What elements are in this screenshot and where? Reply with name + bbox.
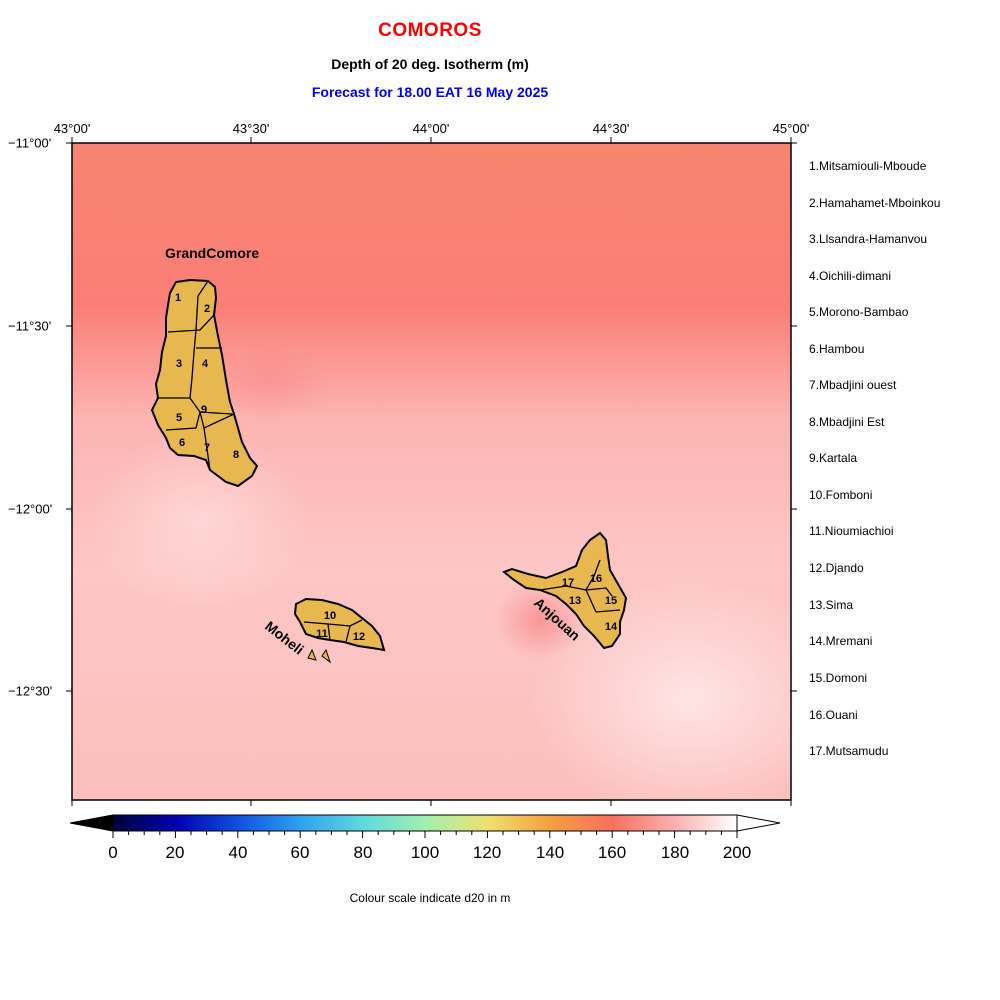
legend-item-12: 12.Djando: [809, 561, 864, 575]
colorbar-caption: Colour scale indicate d20 in m: [349, 891, 511, 905]
legend-item-14: 14.Mremani: [809, 634, 873, 648]
colorbar-tick-20: 20: [165, 843, 185, 862]
legend-item-8: 8.Mbadjini Est: [809, 415, 885, 429]
legend-item-3: 3.Llsandra-Hamanvou: [809, 232, 928, 246]
region-number-9: 9: [201, 404, 207, 416]
sea-field: [72, 143, 791, 800]
colorbar-tick-0: 0: [108, 843, 118, 862]
moheli-island: [293, 597, 386, 664]
lat-label-11-00: −11°00': [8, 135, 52, 151]
colorbar-tick-180: 180: [660, 843, 690, 862]
colorbar: [69, 814, 781, 838]
region-number-12: 12: [353, 631, 365, 643]
region-number-15: 15: [605, 595, 617, 607]
grand-comore-island: [150, 278, 259, 488]
anjouan-island: [502, 531, 628, 650]
colorbar-tick-100: 100: [410, 843, 440, 862]
lon-label-45-00: 45°00': [772, 121, 810, 136]
colorbar-tick-60: 60: [290, 843, 310, 862]
colorbar-tick-120: 120: [472, 843, 502, 862]
legend-item-9: 9.Kartala: [809, 451, 858, 465]
legend-item-5: 5.Morono-Bambao: [809, 305, 909, 319]
lon-label-44-30: 44°30': [592, 121, 630, 136]
legend-item-10: 10.Fomboni: [809, 488, 873, 502]
colorbar-tick-40: 40: [228, 843, 248, 862]
lon-label-43-30: 43°30': [232, 121, 270, 136]
region-number-14: 14: [605, 621, 618, 633]
legend-item-1: 1.Mitsamiouli-Mboude: [809, 159, 927, 173]
region-number-8: 8: [233, 449, 239, 461]
region-number-7: 7: [204, 442, 210, 454]
region-number-1: 1: [175, 292, 181, 304]
legend-item-7: 7.Mbadjini ouest: [809, 378, 897, 392]
colorbar-tick-140: 140: [535, 843, 565, 862]
region-number-2: 2: [204, 303, 210, 315]
region-number-11: 11: [316, 628, 328, 640]
map-title: COMOROS: [378, 20, 482, 41]
lat-label-11-30: −11°30': [8, 318, 52, 334]
lon-label-43-00: 43°00': [53, 121, 91, 136]
legend-item-17: 17.Mutsamudu: [809, 744, 889, 758]
lat-label-12-30: −12°30': [8, 683, 53, 699]
region-number-5: 5: [176, 412, 182, 424]
region-number-3: 3: [176, 358, 182, 370]
legend-item-6: 6.Hambou: [809, 342, 865, 356]
grand-comore-label: GrandComore: [165, 245, 259, 261]
region-numbers: 1 2 3 4 5 6 7 8 9 10 11 12 13 14 15 16 1…: [175, 292, 618, 643]
colorbar-tick-80: 80: [353, 843, 373, 862]
region-number-6: 6: [179, 437, 185, 449]
legend-item-4: 4.Oichili-dimani: [809, 269, 892, 283]
legend-item-2: 2.Hamahamet-Mboinkou: [809, 196, 941, 210]
region-number-17: 17: [562, 577, 574, 589]
region-number-16: 16: [590, 573, 602, 585]
region-number-4: 4: [202, 358, 209, 370]
region-number-13: 13: [569, 595, 581, 607]
forecast-time: Forecast for 18.00 EAT 16 May 2025: [311, 84, 549, 100]
axis-ticks: [66, 137, 797, 806]
colorbar-tick-160: 160: [597, 843, 627, 862]
lon-label-44-00: 44°00': [412, 121, 450, 136]
lat-label-12-00: −12°00': [8, 501, 53, 517]
legend-item-13: 13.Sima: [809, 598, 854, 612]
legend-item-11: 11.Nioumiachioi: [809, 524, 894, 538]
map-subtitle: Depth of 20 deg. Isotherm (m): [331, 56, 529, 72]
legend-item-15: 15.Domoni: [809, 671, 868, 685]
legend-item-16: 16.Ouani: [809, 708, 858, 722]
colorbar-tick-200: 200: [722, 843, 752, 862]
region-number-10: 10: [324, 610, 336, 622]
